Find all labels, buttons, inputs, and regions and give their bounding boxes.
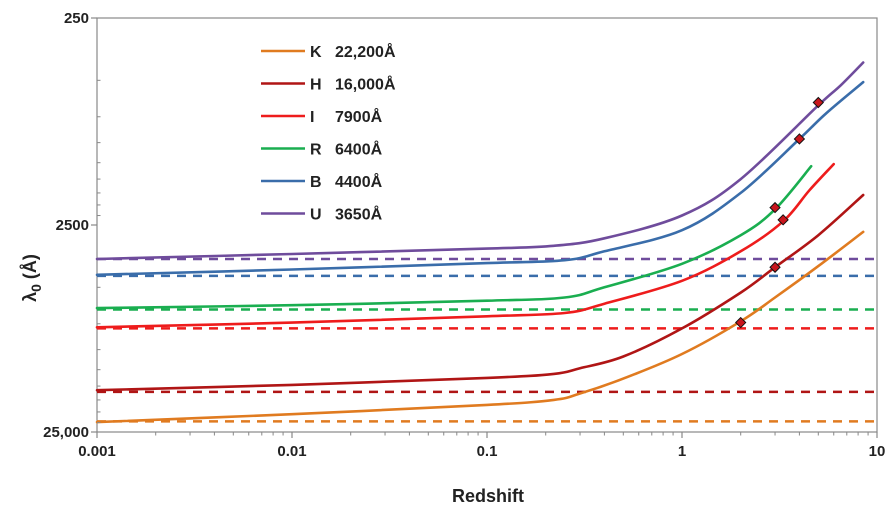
legend: K 22,200Å H 16,000Å I 7900Å R 6400Å B 4400Å U 3650Å — [261, 42, 396, 224]
legend-band-U: U — [310, 207, 322, 224]
x-axis-title: Redshift — [452, 486, 524, 506]
x-tick-label: 0.001 — [78, 443, 116, 460]
legend-wavelength-K: 22,200Å — [335, 42, 396, 61]
y-axis-ticks: 250 2500 25,000 — [43, 10, 101, 441]
x-tick-label: 10 — [869, 443, 886, 460]
rest-wavelength-lines — [97, 257, 877, 423]
y-axis-title-unit: (Å) — [20, 254, 40, 284]
legend-wavelength-H: 16,000Å — [335, 75, 396, 94]
marker-B — [793, 133, 806, 145]
series-line-R — [95, 164, 813, 310]
marker-I — [777, 214, 789, 226]
x-tick-label: 0.01 — [277, 443, 306, 460]
marker-U — [812, 96, 825, 109]
y-axis-title-symbol: λ — [20, 292, 40, 302]
y-tick-label: 2500 — [56, 217, 89, 234]
y-tick-label: 25,000 — [43, 424, 89, 441]
plot-area — [96, 17, 878, 433]
legend-band-H: H — [310, 77, 322, 94]
series-line-U — [95, 61, 865, 261]
series-line-I — [95, 162, 835, 329]
legend-band-R: R — [310, 142, 322, 159]
legend-band-B: B — [310, 174, 322, 191]
legend-wavelength-I: 7900Å — [335, 107, 383, 126]
series-markers — [734, 96, 825, 329]
legend-wavelength-U: 3650Å — [335, 205, 383, 224]
series-lines — [95, 61, 865, 424]
marker-K — [734, 316, 747, 329]
legend-wavelength-B: 4400Å — [335, 172, 383, 191]
legend-band-K: K — [310, 44, 322, 61]
y-axis-title-subscript: 0 — [28, 284, 44, 292]
series-line-H — [95, 193, 865, 392]
y-axis-title: λ0 (Å) — [20, 254, 44, 302]
x-axis-ticks: 0.001 0.01 0.1 1 10 — [78, 432, 885, 460]
y-tick-label: 250 — [64, 10, 89, 27]
marker-H — [769, 261, 781, 273]
x-tick-label: 1 — [678, 443, 686, 460]
x-tick-label: 0.1 — [477, 443, 498, 460]
series-line-K — [95, 230, 865, 424]
plot-border — [96, 17, 878, 433]
marker-R — [769, 201, 781, 214]
legend-wavelength-R: 6400Å — [335, 140, 383, 159]
legend-band-I: I — [310, 109, 314, 126]
series-line-B — [95, 80, 865, 277]
